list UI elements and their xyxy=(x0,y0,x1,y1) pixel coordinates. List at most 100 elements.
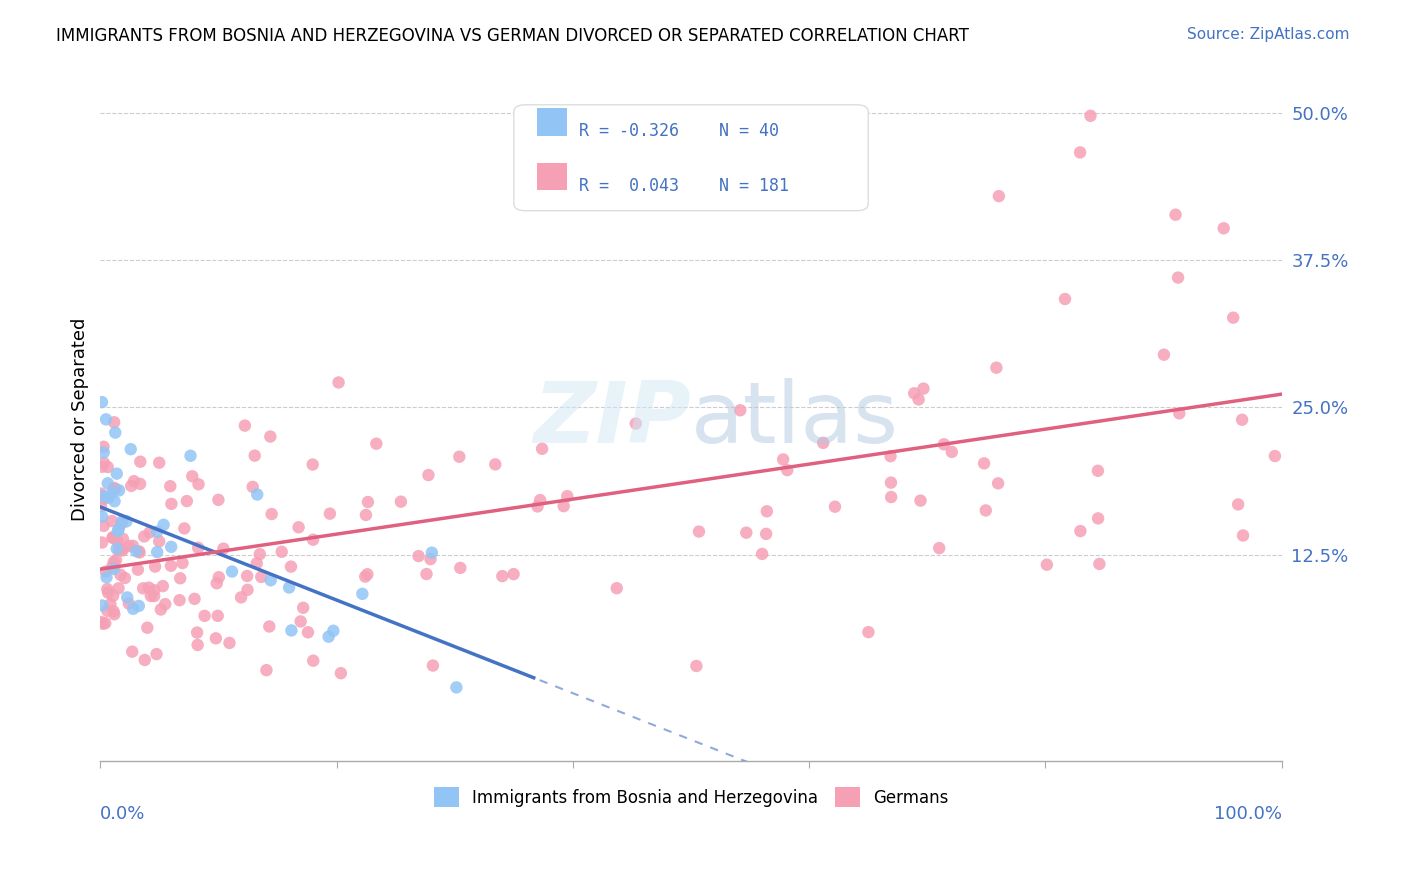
Point xyxy=(419,552,441,566)
Point xyxy=(811,435,834,450)
Point xyxy=(531,442,554,456)
Point xyxy=(93,519,115,533)
Point xyxy=(236,569,259,583)
Point xyxy=(187,638,209,652)
Point xyxy=(91,509,114,524)
Point xyxy=(128,544,150,558)
Point xyxy=(553,499,575,513)
Point xyxy=(357,495,380,509)
Point xyxy=(986,360,1008,375)
Point xyxy=(502,567,524,582)
Point xyxy=(555,489,578,503)
Point xyxy=(290,615,312,629)
Point xyxy=(107,523,129,537)
Point xyxy=(111,514,134,528)
Point xyxy=(352,587,374,601)
Point xyxy=(221,565,243,579)
FancyBboxPatch shape xyxy=(513,104,869,211)
Point xyxy=(100,486,122,500)
Point xyxy=(101,530,124,544)
Point xyxy=(205,576,228,591)
Point xyxy=(103,415,125,429)
Point xyxy=(928,541,950,555)
Point xyxy=(94,412,117,426)
Point xyxy=(250,570,273,584)
Point xyxy=(776,463,799,477)
Point xyxy=(139,589,162,603)
Point xyxy=(132,582,155,596)
Point xyxy=(91,616,114,631)
Point xyxy=(110,567,132,582)
Point xyxy=(103,607,125,622)
Point xyxy=(415,567,437,582)
Point xyxy=(229,591,252,605)
Point xyxy=(121,645,143,659)
Point xyxy=(1036,558,1059,572)
Point xyxy=(218,636,240,650)
Point xyxy=(1227,497,1250,511)
Point xyxy=(186,625,208,640)
Point xyxy=(101,531,124,545)
Point xyxy=(90,500,112,514)
Text: 100.0%: 100.0% xyxy=(1213,805,1282,823)
Point xyxy=(93,440,115,454)
Point xyxy=(93,491,115,506)
Point xyxy=(280,624,302,638)
Point xyxy=(101,589,124,603)
Point xyxy=(104,553,127,567)
Point xyxy=(129,455,152,469)
Point xyxy=(318,630,340,644)
Point xyxy=(751,547,773,561)
Point xyxy=(173,521,195,535)
Point xyxy=(160,558,183,573)
Point xyxy=(160,540,183,554)
Point xyxy=(880,475,903,490)
Point xyxy=(879,449,901,463)
Point xyxy=(105,467,128,481)
Point xyxy=(104,425,127,440)
Point xyxy=(91,535,114,549)
Point xyxy=(118,539,141,553)
Point xyxy=(129,476,152,491)
Point xyxy=(259,429,281,443)
Point xyxy=(93,456,115,470)
Point xyxy=(907,392,929,407)
Point xyxy=(529,493,551,508)
Point xyxy=(90,615,112,629)
Point xyxy=(246,556,269,570)
Point xyxy=(354,569,377,583)
Point xyxy=(148,534,170,549)
Point xyxy=(107,582,129,596)
Point xyxy=(987,189,1010,203)
Text: R =  0.043    N = 181: R = 0.043 N = 181 xyxy=(579,177,789,194)
Point xyxy=(1069,524,1091,538)
Point xyxy=(1080,109,1102,123)
Point xyxy=(880,490,903,504)
Point xyxy=(94,616,117,631)
Point xyxy=(111,543,134,558)
Point xyxy=(160,497,183,511)
Point xyxy=(278,581,301,595)
Point xyxy=(903,386,925,401)
Point xyxy=(90,489,112,503)
Point xyxy=(260,574,283,588)
Point xyxy=(1153,348,1175,362)
Point xyxy=(246,487,269,501)
Point xyxy=(1088,557,1111,571)
Point xyxy=(111,542,134,557)
Point xyxy=(233,418,256,433)
Point xyxy=(249,547,271,561)
Point xyxy=(97,585,120,599)
Point xyxy=(1087,464,1109,478)
Point xyxy=(1222,310,1244,325)
Point xyxy=(735,525,758,540)
Point xyxy=(145,647,167,661)
Point xyxy=(772,452,794,467)
Point xyxy=(134,529,156,543)
Point xyxy=(688,524,710,539)
Point xyxy=(149,602,172,616)
Point xyxy=(125,544,148,558)
Point xyxy=(212,541,235,556)
Point xyxy=(755,527,778,541)
Point xyxy=(329,666,352,681)
